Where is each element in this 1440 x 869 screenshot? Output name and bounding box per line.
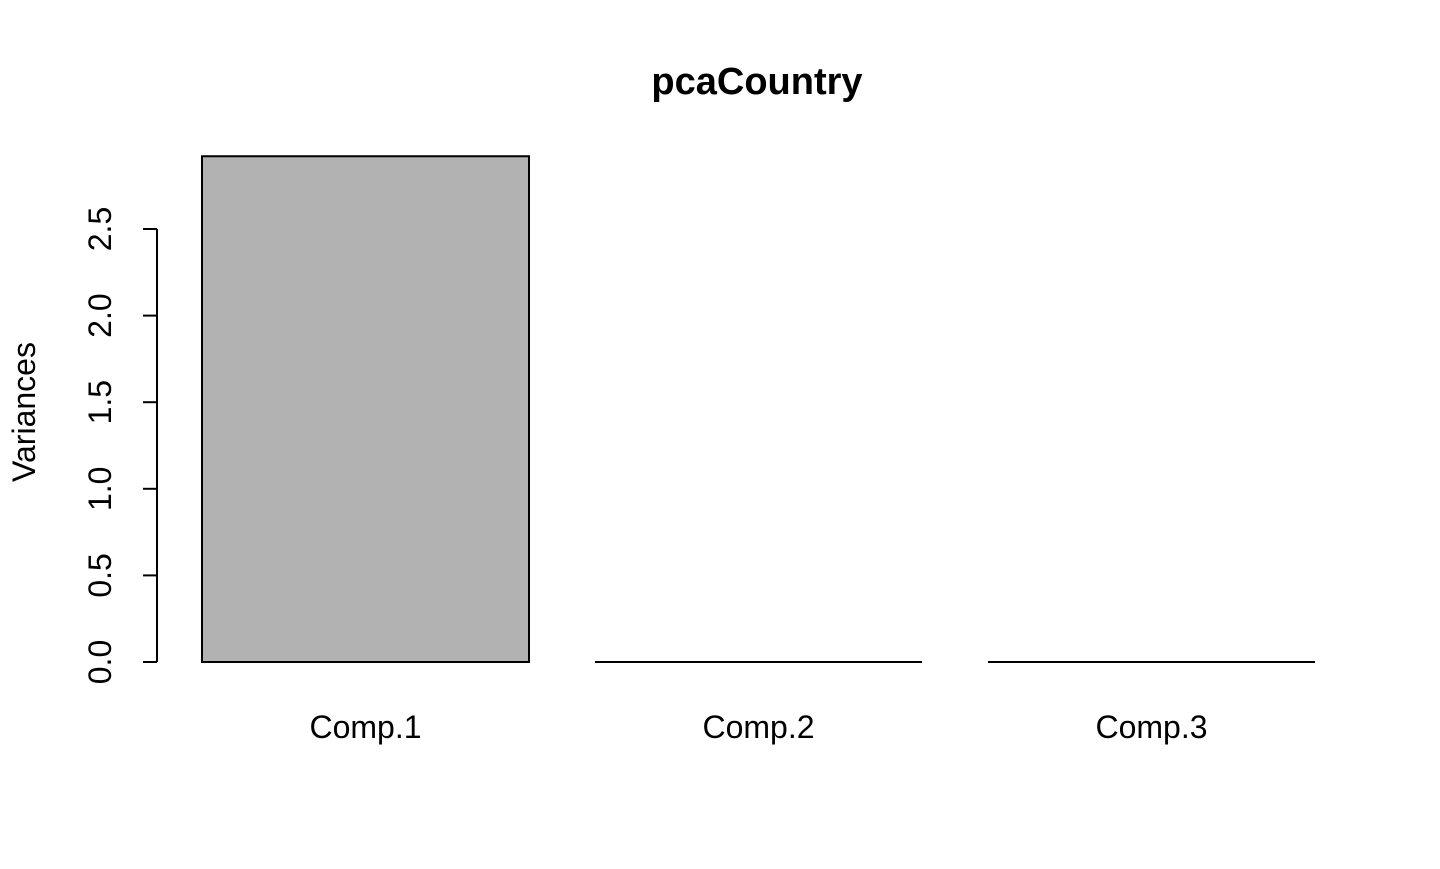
y-tick-label: 2.5 [82,207,118,251]
y-tick-label: 1.0 [82,467,118,511]
x-category-label: Comp.2 [702,709,814,745]
x-category-label: Comp.1 [309,709,421,745]
y-tick-label: 0.5 [82,553,118,597]
bar-comp-1 [201,155,530,663]
x-category-label: Comp.3 [1095,709,1207,745]
y-axis: 0.0 0.5 1.0 1.5 2.0 2.5 [82,207,158,684]
chart-title: pcaCountry [651,61,862,103]
y-tick-label: 2.0 [82,293,118,337]
y-axis-label: Variances [6,342,42,482]
bars [201,155,1315,663]
x-axis-labels: Comp.1 Comp.2 Comp.3 [309,709,1207,745]
y-tick-label: 0.0 [82,640,118,684]
y-tick-label: 1.5 [82,380,118,424]
